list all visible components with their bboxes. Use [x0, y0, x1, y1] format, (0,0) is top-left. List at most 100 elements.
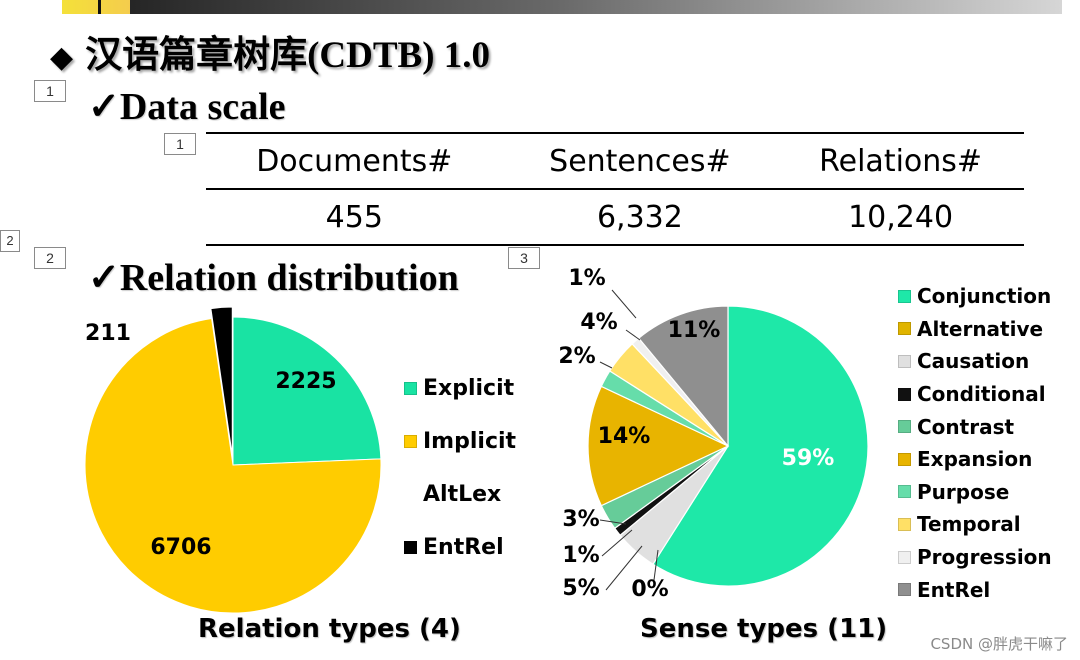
table-header-row: Documents# Sentences# Relations# [206, 133, 1024, 189]
legend-item: Progression [898, 541, 1052, 574]
section-heading-text: Relation distribution [119, 257, 459, 299]
placeholder-number-box: 1 [34, 80, 66, 102]
legend-swatch-icon [404, 541, 417, 554]
label-leader-line [611, 289, 637, 319]
label-leader-line [625, 329, 641, 341]
legend-item: EntRel [404, 521, 516, 574]
placeholder-number-box: 1 [164, 133, 196, 155]
data-scale-table: Documents# Sentences# Relations# 455 6,3… [206, 132, 1024, 246]
placeholder-number-box: 2 [0, 230, 20, 252]
pie-data-label: 2225 [275, 369, 336, 394]
legend-swatch-icon [404, 435, 417, 448]
legend-label: Conjunction [917, 284, 1052, 309]
legend-item: Purpose [898, 476, 1052, 509]
legend-label: EntRel [917, 577, 991, 602]
watermark-text: CSDN @胖虎干嘛了 [930, 635, 1068, 653]
legend-item: Implicit [404, 415, 516, 468]
legend-swatch-icon [898, 452, 911, 466]
legend-item: EntRel [898, 573, 1052, 606]
table-cell: 6,332 [596, 199, 683, 235]
pie-data-label: 3% [562, 507, 599, 532]
check-icon: ✓ [88, 86, 120, 128]
legend-swatch-icon [898, 387, 911, 401]
legend-swatch-icon [898, 420, 911, 434]
legend-label: Contrast [917, 414, 1015, 439]
legend-swatch-icon [898, 322, 911, 336]
slide-title-text: 汉语篇章树库(CDTB) 1.0 [85, 35, 491, 76]
pie-data-label: 59% [782, 446, 835, 471]
legend-label: Alternative [917, 316, 1044, 341]
legend-swatch-icon [898, 550, 911, 564]
pie-slice-conjunction [652, 305, 869, 587]
pie-data-label: 211 [85, 321, 131, 346]
label-leader-line [601, 529, 633, 557]
legend-swatch-icon [898, 583, 911, 597]
legend-item: AltLex [404, 468, 516, 521]
legend-item: Conditional [898, 378, 1052, 411]
placeholder-number-box: 3 [508, 247, 540, 269]
pie-data-label: 2% [558, 344, 595, 369]
legend-label: Causation [917, 349, 1030, 374]
legend-item: Contrast [898, 410, 1052, 443]
label-leader-line [653, 549, 659, 581]
pie-slice-explicit [232, 316, 382, 466]
slide-title: ◆ 汉语篇章树库(CDTB) 1.0 [50, 24, 490, 78]
legend-label: Explicit [423, 376, 515, 401]
table-header-cell: Relations# [819, 143, 983, 179]
top-decoration-bar [62, 0, 1062, 14]
section-heading-text: Data scale [119, 86, 286, 128]
legend-swatch-icon [898, 289, 911, 303]
legend-swatch-icon [898, 517, 911, 531]
label-leader-line [599, 361, 613, 369]
pie-data-label: 0% [631, 577, 668, 602]
label-leader-line [599, 519, 627, 525]
pie-slice-implicit [84, 317, 382, 614]
table-row: 455 6,332 10,240 [206, 189, 1024, 245]
legend-label: Expansion [917, 447, 1033, 472]
legend-label: Conditional [917, 382, 1046, 407]
pie-data-label: 6706 [150, 535, 211, 560]
sense-types-pie [587, 305, 869, 587]
legend-label: Implicit [423, 429, 517, 454]
relation-types-legend: Explicit Implicit AltLex EntRel [404, 362, 516, 574]
pie-data-label: 4% [580, 310, 617, 335]
legend-item: Temporal [898, 508, 1052, 541]
legend-swatch-icon [898, 354, 911, 368]
pie-slice-expansion [587, 385, 730, 507]
legend-swatch-icon [404, 382, 417, 395]
pie-slice-entrel [210, 306, 233, 456]
relation-types-pie: 2225 6706 211 [84, 306, 382, 614]
relation-types-caption: Relation types (4) [198, 614, 461, 644]
legend-swatch-icon [404, 488, 417, 501]
placeholder-number-box: 2 [34, 247, 66, 269]
legend-label: Progression [917, 545, 1052, 570]
table-header-cell: Documents# [256, 143, 453, 179]
legend-item: Causation [898, 345, 1052, 378]
table-cell: 10,240 [848, 199, 954, 235]
section-heading-data-scale: ✓Data scale [88, 84, 286, 129]
top-accent-line [98, 0, 101, 14]
diamond-bullet-icon: ◆ [50, 41, 74, 74]
sense-types-caption: Sense types (11) [640, 614, 888, 644]
sense-types-legend: Conjunction Alternative Causation Condition… [898, 280, 1052, 606]
legend-label: Purpose [917, 479, 1010, 504]
pie-data-label: 11% [668, 318, 721, 343]
pie-slice-entrel [637, 305, 729, 448]
pie-data-label: 5% [562, 576, 599, 601]
check-icon: ✓ [88, 257, 120, 299]
pie-data-label: 1% [568, 266, 605, 291]
sense-types-data-labels: 59% 0% 5% 1% 3% 14% 2% 4% 1% 11% [558, 266, 834, 602]
legend-item: Alternative [898, 313, 1052, 346]
legend-item: Explicit [404, 362, 516, 415]
section-heading-relation-distribution: ✓Relation distribution [88, 255, 459, 300]
legend-label: EntRel [423, 535, 504, 560]
label-leader-line [605, 545, 643, 591]
top-accent-block [62, 0, 130, 14]
table-header-cell: Sentences# [549, 143, 731, 179]
pie-data-label: 14% [598, 424, 651, 449]
legend-swatch-icon [898, 485, 911, 499]
legend-item: Expansion [898, 443, 1052, 476]
table-cell: 455 [325, 199, 383, 235]
legend-item: Conjunction [898, 280, 1052, 313]
